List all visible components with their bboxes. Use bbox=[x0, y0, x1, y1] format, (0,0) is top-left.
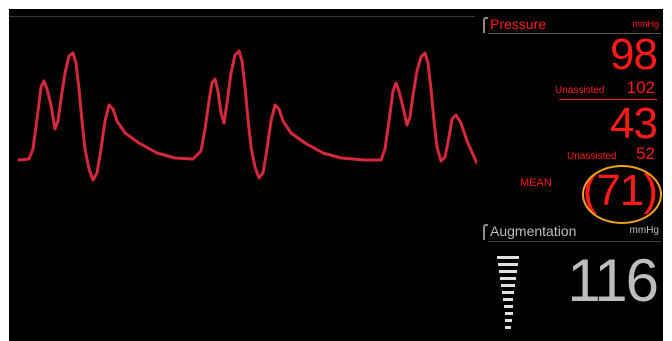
waveform-top-divider bbox=[9, 16, 475, 17]
bar-level-icon bbox=[497, 256, 519, 334]
augmentation-unit: mmHg bbox=[629, 225, 659, 236]
pressure-waveform bbox=[17, 49, 477, 182]
unassisted-systolic-value: 102 bbox=[626, 78, 655, 97]
pressure-title: Pressure bbox=[490, 16, 547, 32]
readings-panel: Pressure mmHg 98 Unassisted 102 43 Unass… bbox=[479, 9, 663, 341]
systolic-diastolic-separator bbox=[559, 99, 657, 100]
pressure-unit: mmHg bbox=[632, 19, 660, 29]
pressure-waveform-area bbox=[9, 9, 477, 341]
mean-label: MEAN bbox=[520, 177, 552, 189]
augmentation-value: 116 bbox=[567, 247, 659, 314]
augmentation-header: Augmentation mmHg bbox=[483, 223, 661, 243]
unassisted-systolic-label: Unassisted bbox=[555, 85, 605, 96]
header-bracket-icon bbox=[483, 224, 488, 240]
systolic-value: 98 bbox=[610, 30, 658, 79]
mean-highlight-circle bbox=[582, 165, 662, 224]
pressure-header-rule bbox=[488, 33, 661, 34]
monitor-screen: Pressure mmHg 98 Unassisted 102 43 Unass… bbox=[9, 9, 663, 341]
unassisted-diastolic-value: 52 bbox=[636, 144, 655, 163]
header-bracket-icon bbox=[483, 17, 488, 33]
augmentation-header-rule bbox=[488, 241, 661, 242]
pressure-header: Pressure mmHg bbox=[483, 16, 661, 36]
diastolic-value: 43 bbox=[610, 99, 658, 148]
augmentation-title: Augmentation bbox=[490, 223, 577, 239]
unassisted-diastolic-label: Unassisted bbox=[567, 151, 617, 162]
